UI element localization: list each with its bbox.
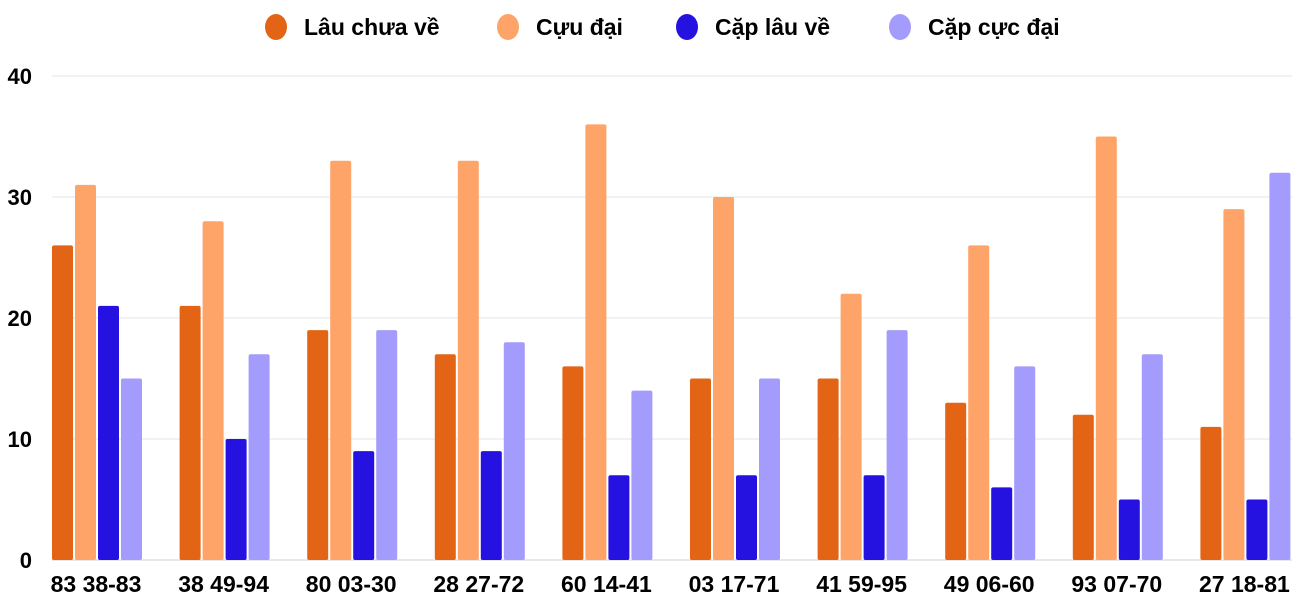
bar bbox=[1223, 209, 1245, 560]
legend-label: Cặp lâu về bbox=[715, 14, 830, 40]
bar bbox=[1095, 136, 1117, 560]
x-tick-label: 93 07-70 bbox=[1071, 571, 1162, 597]
bar bbox=[608, 475, 630, 560]
x-tick-label: 28 27-72 bbox=[433, 571, 524, 597]
bar bbox=[562, 366, 584, 560]
bar bbox=[225, 439, 247, 560]
bar bbox=[52, 245, 73, 560]
bar bbox=[840, 293, 862, 560]
y-tick-label: 20 bbox=[8, 306, 32, 331]
bar bbox=[376, 330, 398, 560]
legend-label: Cặp cực đại bbox=[928, 14, 1060, 40]
bar bbox=[817, 378, 839, 560]
bar bbox=[98, 305, 119, 560]
x-tick-label: 60 14-41 bbox=[561, 571, 652, 597]
x-tick-label: 80 03-30 bbox=[306, 571, 397, 597]
legend-label: Lâu chưa về bbox=[304, 14, 440, 40]
bar bbox=[248, 354, 270, 560]
bar bbox=[1246, 499, 1268, 560]
bar bbox=[713, 197, 734, 560]
x-tick-label: 41 59-95 bbox=[816, 571, 907, 597]
bar bbox=[1141, 354, 1163, 560]
y-tick-label: 10 bbox=[8, 427, 32, 452]
bar bbox=[690, 378, 711, 560]
bar bbox=[759, 378, 780, 560]
x-tick-label: 27 18-81 bbox=[1199, 571, 1290, 597]
bar bbox=[991, 487, 1013, 560]
bar bbox=[480, 451, 502, 560]
bar bbox=[945, 402, 967, 560]
x-tick-label: 83 38-83 bbox=[51, 571, 142, 597]
y-tick-label: 0 bbox=[20, 548, 32, 573]
x-tick-label: 38 49-94 bbox=[178, 571, 269, 597]
bar bbox=[1269, 172, 1291, 561]
bar bbox=[179, 305, 201, 560]
legend-swatch bbox=[265, 14, 287, 40]
bar bbox=[968, 245, 990, 560]
y-tick-label: 40 bbox=[8, 64, 32, 89]
legend-swatch bbox=[676, 14, 698, 40]
bar bbox=[202, 221, 224, 560]
y-tick-label: 30 bbox=[8, 185, 32, 210]
legend-swatch bbox=[497, 14, 519, 40]
bar bbox=[307, 330, 329, 560]
bar bbox=[330, 160, 352, 560]
bar bbox=[457, 160, 479, 560]
bar bbox=[631, 390, 653, 560]
bar bbox=[434, 354, 456, 560]
bar bbox=[736, 475, 757, 560]
bar bbox=[863, 475, 885, 560]
legend-label: Cựu đại bbox=[536, 14, 623, 40]
bar bbox=[886, 330, 908, 560]
x-tick-label: 49 06-60 bbox=[944, 571, 1035, 597]
bar bbox=[1200, 426, 1222, 560]
bar bbox=[1072, 414, 1094, 560]
bar bbox=[1118, 499, 1140, 560]
bar bbox=[503, 342, 525, 560]
bar bbox=[585, 124, 607, 561]
x-tick-label: 03 17-71 bbox=[689, 571, 780, 597]
bar bbox=[75, 184, 96, 560]
legend-swatch bbox=[889, 14, 911, 40]
bar bbox=[353, 451, 375, 560]
bar bbox=[1014, 366, 1036, 560]
bar bbox=[121, 378, 142, 560]
